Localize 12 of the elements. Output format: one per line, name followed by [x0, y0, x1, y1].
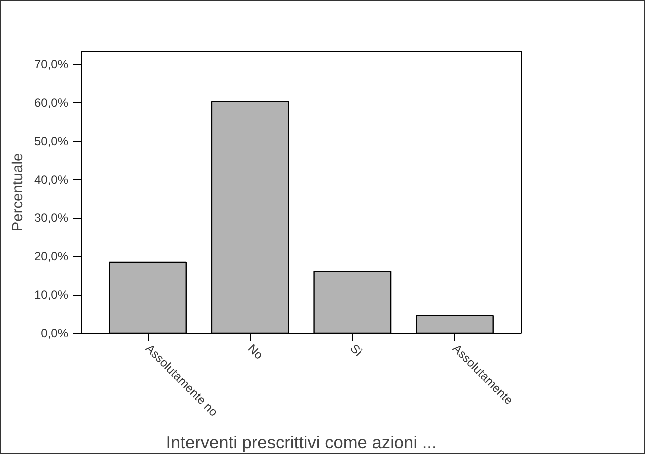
- y-tick-label: 20,0%: [34, 250, 69, 264]
- x-tick-label: No: [245, 342, 266, 363]
- y-tick-label: 40,0%: [34, 172, 69, 187]
- x-axis-title: Interventi prescrittivi come azioni ...: [166, 432, 437, 452]
- x-tick-label: Sì: [348, 342, 366, 360]
- y-tick-label: 60,0%: [34, 96, 69, 110]
- y-tick-label: 10,0%: [34, 288, 69, 302]
- y-tick-label: 30,0%: [34, 211, 69, 226]
- y-tick-label: 0,0%: [41, 326, 69, 340]
- y-axis-title: Percentuale: [10, 153, 26, 232]
- y-tick-label: 70,0%: [34, 58, 69, 72]
- y-tick-label: 50,0%: [34, 134, 69, 148]
